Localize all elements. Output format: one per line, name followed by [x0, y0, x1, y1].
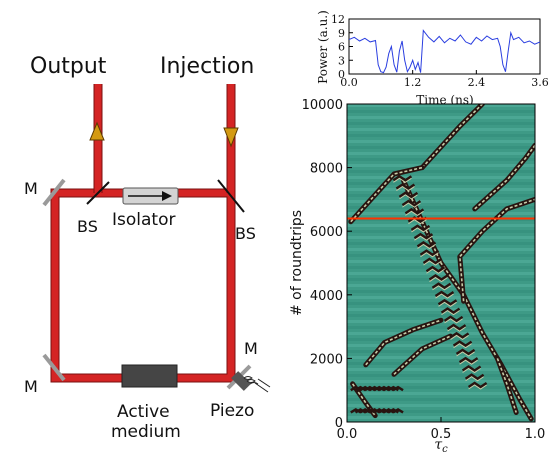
power-ytick-label: 6 — [338, 41, 345, 54]
label-mirror-right: M — [244, 339, 258, 358]
heatmap-ytick-label: 10000 — [302, 98, 343, 113]
heatmap-ytick-label: 2000 — [310, 352, 343, 367]
power-ytick-label: 0 — [338, 68, 345, 81]
label-medium: medium — [111, 422, 181, 442]
heatmap-ylabel: # of roundtrips — [289, 210, 305, 316]
power-xtick-label: 2.4 — [468, 76, 486, 89]
active-medium-block — [122, 365, 177, 387]
piezo-actuator — [231, 371, 270, 392]
heatmap-ytick-label: 0 — [335, 416, 343, 431]
injection-arrow-icon — [224, 128, 238, 146]
label-isolator: Isolator — [112, 210, 175, 230]
heatmap-xlabel-subscript: c — [442, 444, 448, 453]
power-xtick-label: 1.2 — [404, 76, 422, 89]
label-injection: Injection — [160, 54, 254, 79]
power-ylabel: Power (a.u.) — [316, 10, 330, 84]
heatmap-xtick-label: 1.0 — [525, 427, 546, 442]
heatmap-ytick-label: 8000 — [310, 162, 343, 177]
label-mirror-bottom-left: M — [24, 377, 38, 396]
power-ytick-label: 3 — [338, 54, 345, 67]
heatmap-ytick-label: 4000 — [310, 289, 343, 304]
roundtrip-heatmap: 0.0 0.5 1.0 0 2000 4000 6000 8000 10000 # of rou… — [289, 98, 545, 453]
setup-diagram: Output Injection M BS Isolator BS M M Ac… — [24, 54, 270, 442]
label-bs-right: BS — [235, 224, 256, 243]
label-piezo: Piezo — [210, 401, 254, 421]
label-mirror-top-left: M — [24, 179, 38, 198]
label-output: Output — [30, 54, 107, 79]
heatmap-ytick-label: 6000 — [310, 225, 343, 240]
label-active: Active — [117, 402, 170, 422]
power-ytick-label: 9 — [338, 27, 345, 40]
power-xtick-label: 3.6 — [531, 76, 549, 89]
power-plot-frame — [349, 19, 540, 74]
power-ytick-label: 12 — [331, 13, 345, 26]
label-bs-left: BS — [77, 217, 98, 236]
